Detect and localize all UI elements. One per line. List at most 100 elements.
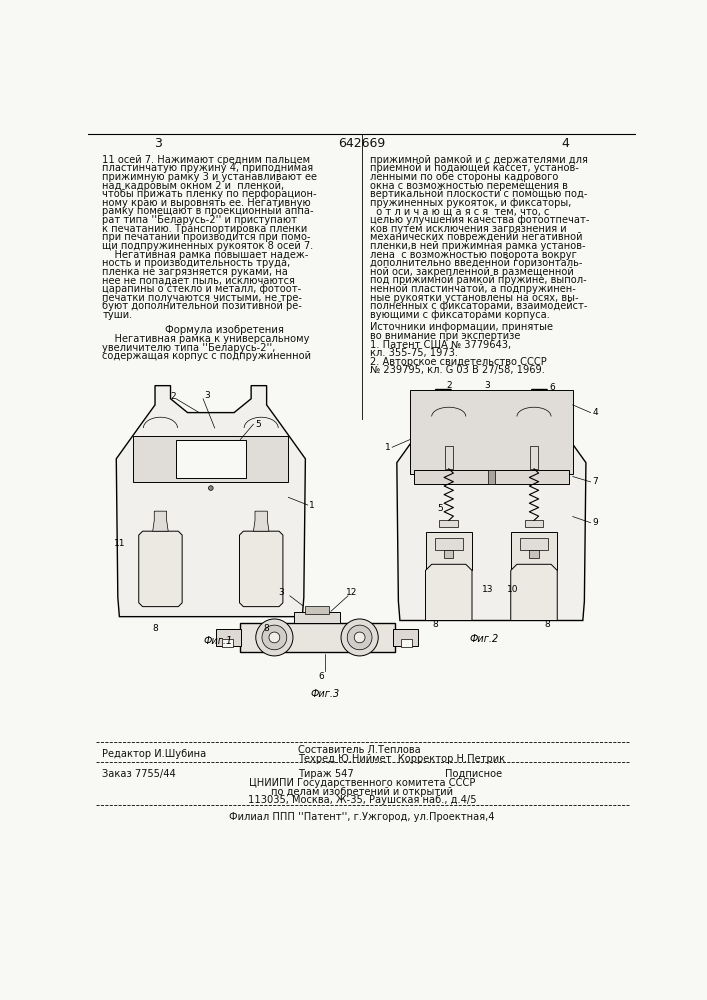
Text: 8: 8	[152, 624, 158, 633]
Circle shape	[209, 486, 213, 490]
Text: буют дополнительной позитивной ре-: буют дополнительной позитивной ре-	[103, 301, 302, 311]
Text: 3: 3	[204, 391, 211, 400]
Bar	[530, 550, 539, 558]
Bar	[440, 520, 458, 527]
Bar	[525, 520, 543, 527]
Circle shape	[269, 632, 280, 643]
Text: 9: 9	[592, 518, 598, 527]
Bar	[435, 538, 462, 550]
Text: ЦНИИПИ Государственного комитета СССР: ЦНИИПИ Государственного комитета СССР	[249, 778, 475, 788]
Circle shape	[256, 619, 293, 656]
Text: прижимную рамку 3 и устанавливают ее: прижимную рамку 3 и устанавливают ее	[103, 172, 317, 182]
Bar	[223, 639, 233, 647]
Text: Подписное: Подписное	[445, 769, 502, 779]
Text: 1: 1	[385, 443, 391, 452]
Text: 3: 3	[154, 137, 162, 150]
Bar	[445, 446, 452, 469]
Text: окна с возможностью перемещения в: окна с возможностью перемещения в	[370, 181, 568, 191]
Text: 6: 6	[318, 672, 324, 681]
Text: щи подпружиненных рукояток 8 осей 7.: щи подпружиненных рукояток 8 осей 7.	[103, 241, 314, 251]
Bar	[293, 612, 340, 623]
Text: Редактор И.Шубина: Редактор И.Шубина	[103, 749, 206, 759]
Text: 4: 4	[561, 137, 569, 150]
Text: Фиг.2: Фиг.2	[469, 634, 498, 644]
Polygon shape	[253, 511, 269, 531]
Text: прижимной рамкой и с держателями для: прижимной рамкой и с держателями для	[370, 155, 588, 165]
Text: ному краю и выровнять ее. Негативную: ному краю и выровнять ее. Негативную	[103, 198, 311, 208]
Text: 4: 4	[592, 408, 597, 417]
Text: содержащая корпус с подпружиненной: содержащая корпус с подпружиненной	[103, 351, 311, 361]
Bar	[176, 440, 246, 478]
Text: Негативная рамка к универсальному: Негативная рамка к универсальному	[103, 334, 310, 344]
Text: Негативная рамка повышает надеж-: Негативная рамка повышает надеж-	[103, 250, 309, 260]
Text: Формула изобретения: Формула изобретения	[165, 325, 284, 335]
Text: 642669: 642669	[339, 137, 385, 150]
Text: вертикальной плоскости с помощью под-: вертикальной плоскости с помощью под-	[370, 189, 588, 199]
Text: 2. Авторское свидетельство СССР: 2. Авторское свидетельство СССР	[370, 357, 547, 367]
Text: Источники информации, принятые: Источники информации, принятые	[370, 322, 553, 332]
Text: чтобы прижать пленку по перфорацион-: чтобы прижать пленку по перфорацион-	[103, 189, 317, 199]
Text: пленки,в ней прижимная рамка установ-: пленки,в ней прижимная рамка установ-	[370, 241, 585, 251]
Text: 5: 5	[255, 420, 261, 429]
Circle shape	[341, 619, 378, 656]
Circle shape	[354, 632, 365, 643]
Polygon shape	[426, 564, 472, 620]
Text: целью улучшения качества фотоотпечат-: целью улучшения качества фотоотпечат-	[370, 215, 589, 225]
Text: Техред Ю.Ниймет  Корректор Н.Петрик: Техред Ю.Ниймет Корректор Н.Петрик	[298, 754, 505, 764]
Text: пленка не загрязняется руками, на: пленка не загрязняется руками, на	[103, 267, 288, 277]
Text: ленными по обе стороны кадрового: ленными по обе стороны кадрового	[370, 172, 558, 182]
Text: вующими с фиксаторами корпуса.: вующими с фиксаторами корпуса.	[370, 310, 549, 320]
Text: 5: 5	[437, 504, 443, 513]
Text: ность и производительность труда,: ность и производительность труда,	[103, 258, 291, 268]
Circle shape	[347, 625, 372, 650]
Text: под прижимной рамкой пружине, выпол-: под прижимной рамкой пружине, выпол-	[370, 275, 586, 285]
Polygon shape	[116, 386, 305, 617]
Polygon shape	[240, 531, 283, 607]
Text: ков путем исключения загрязнения и: ков путем исключения загрязнения и	[370, 224, 566, 234]
Text: печатки получаются чистыми, не тре-: печатки получаются чистыми, не тре-	[103, 293, 303, 303]
Text: ненной пластинчатой, а подпружинен-: ненной пластинчатой, а подпружинен-	[370, 284, 575, 294]
Text: по делам изобретений и открытий: по делам изобретений и открытий	[271, 787, 453, 797]
Text: Тираж 547: Тираж 547	[298, 769, 354, 779]
Text: № 239795, кл. G 03 B 27/58, 1969.: № 239795, кл. G 03 B 27/58, 1969.	[370, 365, 544, 375]
Text: 8: 8	[544, 620, 550, 629]
Text: 1. Патент США № 3779643,: 1. Патент США № 3779643,	[370, 340, 511, 350]
Text: пружиненных рукояток, и фиксаторы,: пружиненных рукояток, и фиксаторы,	[370, 198, 571, 208]
Text: 10: 10	[508, 585, 519, 594]
Text: 2: 2	[446, 381, 452, 390]
Text: 8: 8	[433, 620, 438, 629]
Polygon shape	[510, 564, 557, 620]
Bar	[216, 629, 241, 646]
Text: лена  с возможностью поворота вокруг: лена с возможностью поворота вокруг	[370, 250, 577, 260]
Bar	[510, 532, 557, 570]
Text: 113035, Москва, Ж-35, Раушская наб., д.4/5: 113035, Москва, Ж-35, Раушская наб., д.4…	[247, 795, 477, 805]
Text: над кадровым окном 2 и  пленкой,: над кадровым окном 2 и пленкой,	[103, 181, 284, 191]
Bar	[520, 538, 548, 550]
Bar	[401, 639, 411, 647]
Text: 12: 12	[346, 588, 358, 597]
Polygon shape	[153, 511, 168, 531]
Text: приемной и подающей кассет, установ-: приемной и подающей кассет, установ-	[370, 163, 578, 173]
Text: 13: 13	[481, 585, 493, 594]
Bar	[240, 623, 395, 652]
Text: Составитель Л.Теплова: Составитель Л.Теплова	[298, 745, 421, 755]
Text: Филиал ППП ''Патент'', г.Ужгород, ул.Проектная,4: Филиал ППП ''Патент'', г.Ужгород, ул.Про…	[229, 812, 495, 822]
Text: туши.: туши.	[103, 310, 133, 320]
Circle shape	[262, 625, 287, 650]
Bar	[134, 436, 288, 482]
Polygon shape	[397, 389, 586, 620]
Bar	[305, 606, 329, 614]
Text: 3: 3	[279, 588, 284, 597]
Bar	[410, 389, 573, 474]
Bar	[488, 470, 495, 484]
Bar	[444, 550, 453, 558]
Bar	[393, 629, 418, 646]
Text: 1: 1	[309, 500, 315, 510]
Text: царапины о стекло и металл, фотоот-: царапины о стекло и металл, фотоот-	[103, 284, 302, 294]
Bar	[530, 446, 538, 469]
Bar	[414, 470, 569, 484]
Text: во внимание при экспертизе: во внимание при экспертизе	[370, 331, 520, 341]
Text: 2: 2	[170, 392, 176, 401]
Text: 3: 3	[484, 381, 491, 390]
Polygon shape	[139, 531, 182, 607]
